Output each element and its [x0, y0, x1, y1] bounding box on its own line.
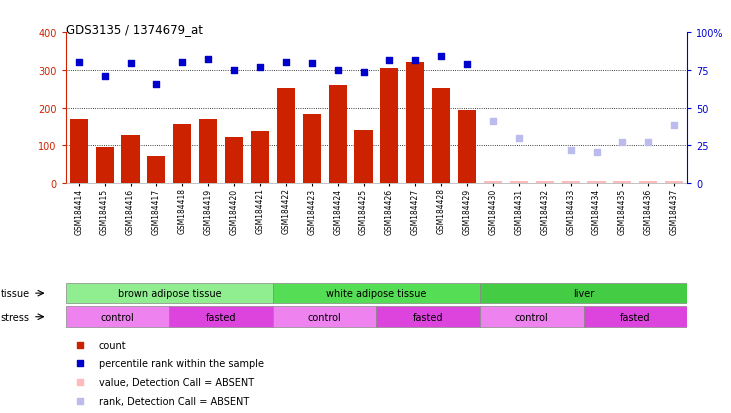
Bar	[484, 182, 502, 184]
Point	[280, 60, 292, 66]
Bar	[170, 307, 273, 327]
Bar	[328, 86, 346, 184]
Bar	[376, 307, 480, 327]
Point	[487, 118, 499, 125]
Text: GDS3135 / 1374679_at: GDS3135 / 1374679_at	[66, 23, 202, 36]
Bar	[588, 182, 605, 184]
Text: liver: liver	[573, 288, 594, 299]
Text: white adipose tissue: white adipose tissue	[326, 288, 427, 299]
Point	[436, 53, 447, 60]
Point	[668, 122, 680, 129]
Bar	[277, 89, 295, 184]
Point	[228, 67, 240, 74]
Bar	[561, 182, 580, 184]
Bar	[66, 307, 170, 327]
Bar	[66, 283, 273, 304]
Bar	[536, 182, 554, 184]
Bar	[96, 148, 114, 184]
Text: control: control	[515, 312, 549, 322]
Point	[643, 139, 654, 146]
Point	[75, 379, 86, 385]
Point	[99, 73, 110, 80]
Point	[565, 147, 577, 154]
Bar	[432, 88, 450, 184]
Bar	[273, 283, 480, 304]
Point	[151, 82, 162, 88]
Bar	[510, 182, 528, 184]
Bar	[380, 69, 398, 184]
Bar	[173, 124, 192, 184]
Point	[461, 62, 473, 69]
Text: tissue: tissue	[1, 288, 30, 299]
Point	[176, 60, 188, 66]
Bar	[148, 157, 165, 184]
Bar	[639, 182, 657, 184]
Bar	[273, 307, 376, 327]
Point	[384, 58, 395, 64]
Point	[591, 150, 602, 156]
Text: percentile rank within the sample: percentile rank within the sample	[99, 358, 264, 368]
Point	[616, 140, 628, 146]
Bar	[251, 132, 269, 184]
Point	[125, 61, 137, 67]
Point	[513, 135, 525, 142]
Text: control: control	[308, 312, 341, 322]
Bar	[583, 307, 687, 327]
Bar	[303, 115, 321, 184]
Point	[75, 360, 86, 367]
Bar	[199, 120, 217, 184]
Text: brown adipose tissue: brown adipose tissue	[118, 288, 221, 299]
Bar	[225, 138, 243, 184]
Bar	[69, 120, 88, 184]
Text: fasted: fasted	[413, 312, 444, 322]
Bar	[480, 283, 687, 304]
Point	[202, 57, 214, 64]
Bar	[355, 131, 373, 184]
Text: control: control	[101, 312, 135, 322]
Point	[75, 397, 86, 404]
Point	[73, 60, 85, 66]
Text: value, Detection Call = ABSENT: value, Detection Call = ABSENT	[99, 377, 254, 387]
Point	[357, 69, 369, 76]
Text: fasted: fasted	[206, 312, 236, 322]
Bar	[458, 110, 476, 184]
Bar	[665, 182, 683, 184]
Text: fasted: fasted	[620, 312, 651, 322]
Bar	[406, 63, 425, 184]
Bar	[480, 307, 583, 327]
Text: stress: stress	[1, 312, 30, 322]
Bar	[121, 135, 140, 184]
Text: rank, Detection Call = ABSENT: rank, Detection Call = ABSENT	[99, 396, 249, 406]
Point	[75, 342, 86, 348]
Bar	[613, 182, 632, 184]
Text: count: count	[99, 340, 126, 350]
Point	[254, 64, 266, 71]
Point	[332, 67, 344, 74]
Point	[306, 61, 317, 67]
Point	[409, 58, 421, 64]
